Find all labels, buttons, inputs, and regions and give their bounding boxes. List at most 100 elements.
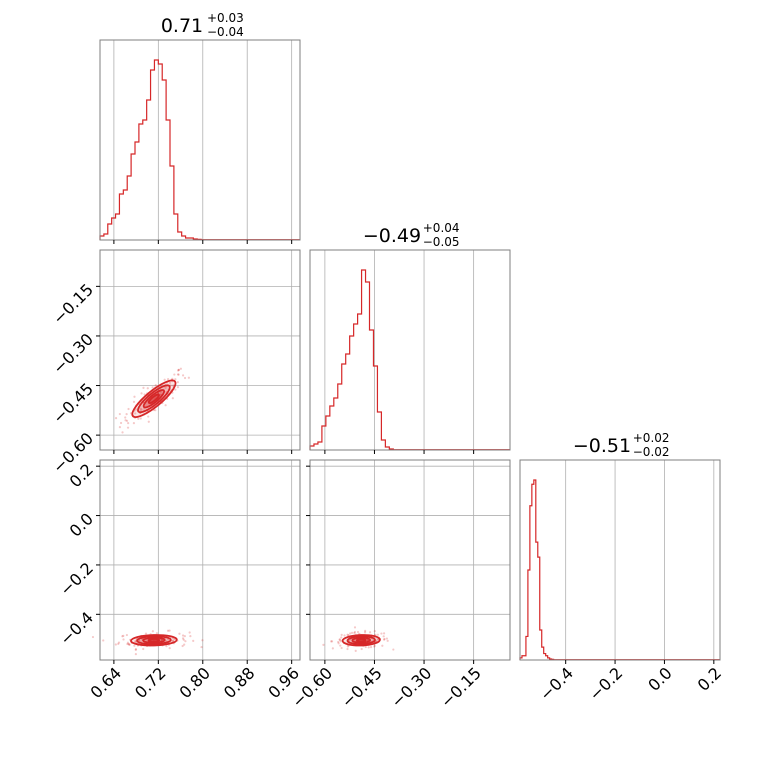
sample-point — [119, 421, 123, 425]
sample-point — [91, 635, 95, 639]
sample-point — [346, 647, 349, 651]
sample-point — [346, 645, 349, 648]
sample-point — [144, 632, 148, 635]
histogram-1 — [309, 269, 510, 451]
sample-point — [127, 643, 130, 646]
sample-point — [369, 645, 373, 649]
sample-point — [376, 637, 379, 641]
x-tick-label: 0.72 — [131, 663, 170, 702]
sample-point — [125, 413, 128, 416]
sample-point — [356, 630, 360, 634]
sample-point — [142, 386, 145, 389]
sample-point — [168, 647, 171, 650]
sample-point — [181, 634, 185, 637]
sample-point — [134, 639, 137, 643]
sample-point — [134, 653, 137, 656]
param-title-1: −0.49 — [363, 225, 421, 247]
sample-point — [121, 431, 124, 434]
histogram-2 — [519, 479, 720, 661]
sample-point — [322, 643, 325, 646]
sample-point — [125, 633, 129, 637]
sample-point — [165, 644, 168, 648]
sample-point — [117, 642, 120, 646]
panel-frame — [519, 459, 721, 661]
sample-point — [177, 373, 180, 376]
sample-point — [340, 636, 343, 639]
sample-point — [368, 631, 372, 634]
x-tick-label: −0.45 — [338, 663, 386, 711]
sample-point — [164, 386, 167, 390]
sample-point — [339, 640, 342, 643]
sample-point — [174, 378, 177, 381]
sample-point — [134, 640, 137, 643]
sample-point — [337, 642, 340, 645]
sample-point — [192, 639, 195, 643]
sample-point — [360, 647, 363, 651]
sample-point — [350, 631, 354, 634]
sample-point — [347, 634, 350, 637]
sample-point — [128, 643, 131, 646]
y-tick-label: −0.2 — [56, 559, 97, 600]
sample-point — [353, 630, 357, 634]
sample-point — [140, 392, 143, 395]
sample-point — [373, 645, 376, 648]
x-tick-label: 0.64 — [87, 663, 126, 702]
sample-point — [382, 632, 386, 635]
sample-point — [142, 647, 145, 651]
sample-point — [189, 635, 192, 638]
sample-point — [181, 637, 185, 640]
sample-point — [102, 639, 105, 642]
sample-point — [126, 642, 129, 646]
sample-point — [168, 381, 172, 384]
param-title-plus-2: +0.02 — [633, 431, 670, 445]
x-tick-label: −0.2 — [585, 663, 626, 704]
sample-point — [183, 635, 186, 638]
sample-point — [374, 633, 377, 636]
y-tick-label: −0.15 — [49, 280, 97, 328]
sample-point — [183, 376, 187, 380]
sample-point — [201, 639, 204, 642]
x-tick-label: 0.80 — [175, 663, 214, 702]
sample-point — [168, 629, 171, 632]
sample-point — [172, 384, 175, 387]
sample-point — [353, 626, 357, 629]
sample-point — [177, 368, 180, 372]
sample-point — [176, 385, 180, 389]
sample-point — [343, 634, 346, 637]
sample-point — [147, 420, 150, 423]
x-tick-label: −0.15 — [437, 663, 485, 711]
sample-point — [134, 648, 137, 651]
sample-point — [174, 388, 177, 391]
sample-point — [151, 386, 154, 389]
sample-point — [134, 408, 138, 411]
sample-point — [126, 641, 130, 644]
sample-point — [181, 374, 185, 377]
sample-point — [187, 376, 190, 379]
sample-point — [171, 377, 174, 380]
sample-point — [376, 633, 380, 636]
sample-point — [114, 417, 118, 420]
sample-point — [177, 369, 180, 372]
sample-point — [392, 648, 395, 651]
sample-point — [363, 631, 367, 634]
sample-point — [117, 641, 121, 644]
sample-point — [375, 639, 378, 643]
sample-point — [383, 638, 386, 641]
sample-point — [134, 647, 138, 651]
sample-point — [147, 415, 150, 418]
sample-point — [330, 640, 334, 643]
sample-point — [127, 422, 130, 425]
sample-point — [200, 645, 203, 649]
sample-point — [155, 632, 159, 635]
param-title-plus-0: +0.03 — [207, 11, 244, 25]
contour-level-4 — [355, 638, 367, 643]
sample-point — [181, 644, 184, 648]
sample-point — [137, 417, 140, 420]
sample-point — [330, 640, 333, 643]
sample-point — [140, 408, 143, 411]
sample-point — [339, 644, 342, 647]
panel-frame — [99, 459, 301, 661]
sample-point — [154, 409, 157, 412]
